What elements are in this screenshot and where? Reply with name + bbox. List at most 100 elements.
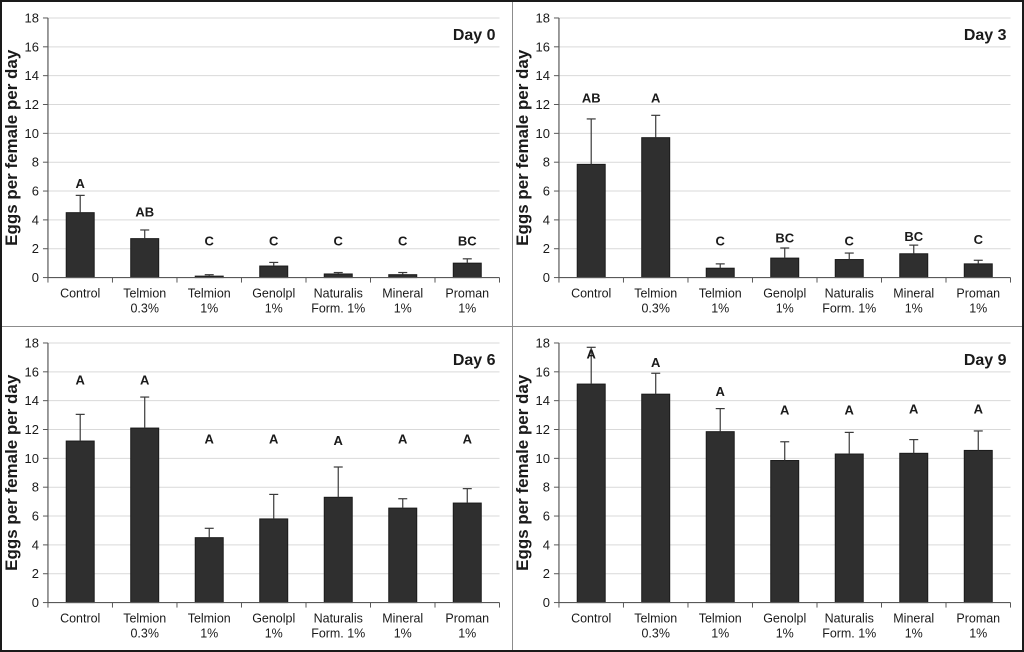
x-category-label: 1%: [200, 626, 218, 640]
significance-letter: C: [269, 234, 279, 249]
panel-title: Day 0: [453, 27, 496, 44]
y-tick-label: 12: [535, 97, 549, 112]
x-category-label: Genolpl: [252, 287, 295, 301]
panel-title: Day 9: [963, 351, 1006, 368]
panel-title: Day 3: [963, 27, 1006, 44]
significance-letter: A: [398, 431, 408, 446]
x-category-label: Telmion: [634, 287, 677, 301]
x-category-label: Telmion: [123, 611, 166, 625]
significance-letter: A: [651, 91, 661, 106]
y-tick-label: 6: [542, 508, 549, 523]
significance-letter: A: [973, 401, 983, 416]
x-category-label: Form. 1%: [822, 626, 876, 640]
x-category-label: Control: [60, 611, 100, 625]
significance-letter: A: [140, 372, 150, 387]
x-category-label: Telmion: [698, 287, 741, 301]
bar: [898, 452, 928, 603]
y-tick-label: 6: [32, 508, 39, 523]
y-tick-label: 8: [32, 155, 39, 170]
bar: [576, 163, 606, 279]
x-category-label: 0.3%: [641, 302, 669, 316]
bar: [576, 383, 606, 603]
y-tick-label: 16: [535, 39, 549, 54]
bar: [194, 536, 224, 603]
bar: [452, 502, 482, 603]
panel-day-3: 0 2 4 6 8 10 12 14 16 18 AB Control A Telmion 0.3% C Tel…: [512, 2, 1022, 326]
y-tick-label: 16: [25, 39, 39, 54]
significance-letter: A: [651, 355, 661, 370]
panel-day-0: 0 2 4 6 8 10 12 14 16 18 A Control AB Telmion 0.3% C Tel…: [2, 2, 512, 326]
x-category-label: 1%: [775, 626, 793, 640]
y-tick-label: 6: [32, 184, 39, 199]
x-category-label: Telmion: [634, 611, 677, 625]
y-tick-label: 2: [542, 241, 549, 256]
y-tick-label: 4: [32, 212, 39, 227]
significance-letter: C: [205, 234, 215, 249]
x-category-label: Form. 1%: [311, 626, 365, 640]
significance-letter: A: [76, 176, 86, 191]
bar: [65, 212, 95, 279]
y-tick-label: 8: [32, 479, 39, 494]
significance-letter: C: [398, 234, 408, 249]
significance-letter: BC: [904, 229, 923, 244]
y-tick-label: 18: [25, 10, 39, 25]
significance-letter: A: [76, 372, 86, 387]
y-tick-label: 8: [542, 479, 549, 494]
y-tick-label: 14: [25, 68, 39, 83]
x-category-label: Genolpl: [763, 611, 806, 625]
bar: [259, 265, 289, 279]
bar: [834, 453, 864, 603]
x-category-label: Naturalis: [824, 611, 873, 625]
y-tick-label: 2: [32, 241, 39, 256]
y-tick-label: 4: [542, 537, 549, 552]
y-tick-label: 14: [535, 68, 549, 83]
y-axis-title: Eggs per female per day: [2, 49, 21, 246]
bar: [834, 259, 864, 279]
x-category-label: 1%: [265, 302, 283, 316]
y-tick-label: 10: [25, 126, 39, 141]
bar: [963, 263, 993, 279]
x-category-label: 1%: [775, 302, 793, 316]
bar: [323, 496, 353, 603]
x-category-label: Proman: [956, 611, 1000, 625]
panel-title: Day 6: [453, 351, 496, 368]
y-tick-label: 0: [542, 270, 549, 285]
x-category-label: Naturalis: [824, 287, 873, 301]
bar: [130, 427, 160, 603]
bar: [259, 517, 289, 603]
x-category-label: 1%: [394, 302, 412, 316]
x-category-label: Telmion: [123, 287, 166, 301]
bar: [452, 262, 482, 279]
significance-letter: A: [586, 346, 596, 361]
y-tick-label: 12: [25, 422, 39, 437]
chart-day-9: 024681012141618AControlATelmion0.3%ATelm…: [513, 335, 1011, 640]
x-category-label: Proman: [956, 287, 1000, 301]
bar: [640, 137, 670, 279]
x-category-label: Proman: [445, 287, 489, 301]
x-category-label: Genolpl: [763, 287, 806, 301]
bar: [963, 449, 993, 603]
y-tick-label: 18: [25, 335, 39, 350]
chart-day-6: 024681012141618AControlATelmion0.3%ATelm…: [2, 335, 501, 640]
y-tick-label: 4: [542, 212, 549, 227]
x-category-label: Telmion: [698, 611, 741, 625]
x-category-label: Telmion: [188, 611, 231, 625]
y-axis-title: Eggs per female per day: [2, 374, 21, 571]
x-category-label: 0.3%: [131, 626, 159, 640]
y-tick-label: 0: [542, 595, 549, 610]
significance-letter: A: [780, 402, 790, 417]
y-tick-label: 0: [32, 595, 39, 610]
bar: [130, 238, 160, 279]
significance-letter: A: [715, 384, 725, 399]
x-category-label: Mineral: [382, 287, 423, 301]
x-category-label: 0.3%: [131, 302, 159, 316]
y-tick-label: 10: [535, 450, 549, 465]
panel-day-9: 0 2 4 6 8 10 12 14 16 18 A Control A Telmion 0.3% A Telm…: [512, 326, 1022, 650]
y-tick-label: 10: [535, 126, 549, 141]
y-tick-label: 16: [25, 364, 39, 379]
x-category-label: Control: [571, 287, 611, 301]
x-category-label: Form. 1%: [311, 302, 365, 316]
y-tick-label: 18: [535, 10, 549, 25]
y-tick-label: 12: [535, 422, 549, 437]
y-tick-label: 8: [542, 155, 549, 170]
